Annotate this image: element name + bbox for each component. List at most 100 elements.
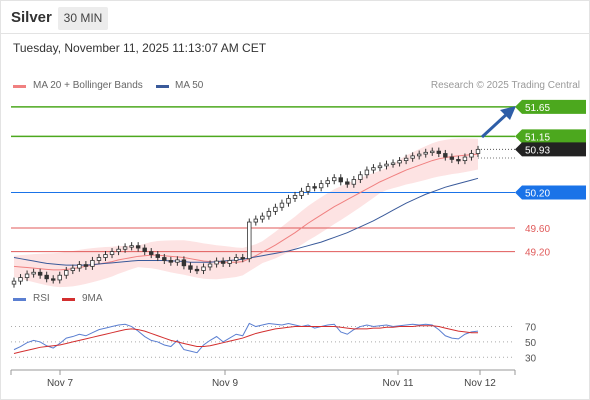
candle-body (410, 155, 415, 159)
ma20-legend-label: MA 20 + Bollinger Bands (33, 80, 143, 91)
candle-body (44, 274, 49, 280)
rsi-legend-swatch (13, 298, 26, 301)
candle-body (149, 251, 154, 255)
candle-body (57, 274, 62, 281)
x-tick-label: Nov 7 (47, 378, 74, 389)
candle-body (83, 264, 89, 267)
ma50-legend-label: MA 50 (175, 80, 204, 91)
candle-body (64, 270, 69, 276)
level-tag-50.20 (515, 185, 586, 200)
candle-body (18, 277, 23, 282)
candle-body (436, 150, 441, 154)
candle-body (475, 148, 481, 154)
candle-body (462, 156, 468, 161)
candle-body (260, 215, 265, 220)
candle-body (384, 163, 389, 167)
candle-body (469, 153, 474, 158)
candle-body (11, 280, 17, 285)
candle-body (397, 160, 402, 164)
x-tick-label: Nov 11 (383, 378, 414, 389)
candle-body (332, 177, 337, 182)
header-bar: Silver 30 MIN (0, 0, 590, 34)
candle-body (377, 165, 383, 169)
candle-body (292, 195, 298, 199)
candle-body (181, 259, 187, 267)
candle-body (162, 257, 167, 261)
candle-body (338, 177, 343, 183)
candle-body (273, 206, 278, 212)
candle-body (416, 153, 422, 157)
level-tag-text-50.20: 50.20 (525, 189, 550, 200)
level-tag-text-51.65: 51.65 (525, 103, 550, 114)
header-divider (1, 33, 589, 34)
candle-body (266, 211, 272, 217)
candle-body (247, 221, 252, 260)
ma50-legend-swatch (156, 85, 169, 88)
candles-group (11, 145, 481, 288)
level-tag-text-50.93: 50.93 (525, 145, 550, 156)
candle-body (364, 169, 370, 176)
candle-body (286, 198, 291, 204)
rsi-legend-label: RSI (33, 293, 50, 304)
rsi-ma-legend-swatch (62, 298, 75, 301)
candle-body (430, 150, 435, 154)
candle-body (279, 202, 285, 208)
candle-body (96, 257, 102, 261)
rsi-line (13, 322, 479, 354)
candle-body (201, 266, 206, 271)
candle-body (37, 271, 43, 276)
bollinger-band (14, 138, 478, 288)
research-credit: Research © 2025 Trading Central (430, 80, 580, 91)
candle-body (77, 264, 82, 269)
candle-body (423, 151, 428, 155)
candle-body (403, 157, 409, 161)
candle-body (325, 180, 330, 185)
candle-body (90, 260, 95, 267)
level-tag-50.93 (515, 142, 586, 157)
candle-body (240, 257, 245, 260)
candle-body (135, 245, 141, 249)
candle-body (207, 263, 213, 268)
level-label-49.60: 49.60 (525, 224, 550, 235)
candle-body (233, 257, 239, 261)
candle-body (31, 271, 36, 275)
candle-body (220, 260, 226, 264)
candle-body (358, 174, 363, 180)
candle-body (253, 218, 259, 223)
rsi-ma-legend-label: 9MA (82, 293, 103, 304)
level-label-49.20: 49.20 (525, 248, 550, 259)
projection-arrow-shaft (480, 111, 510, 139)
candle-body (51, 278, 56, 281)
x-tick-label: Nov 9 (212, 378, 239, 389)
symbol-title: Silver (11, 9, 52, 26)
candle-body (351, 179, 357, 185)
x-tick-label: Nov 12 (464, 378, 496, 389)
candle-body (168, 260, 174, 263)
candle-body (103, 254, 108, 258)
candle-body (24, 273, 30, 278)
candle-body (122, 246, 128, 250)
candle-body (299, 190, 304, 196)
rsi-tick-label: 70 (525, 323, 537, 334)
candle-body (318, 183, 324, 189)
candle-body (109, 251, 115, 255)
projection-arrow-head (500, 106, 516, 120)
level-tag-51.65 (515, 99, 586, 114)
candle-body (449, 156, 455, 160)
candle-body (305, 186, 311, 192)
rsi-tick-label: 50 (525, 338, 537, 349)
timestamp: Tuesday, November 11, 2025 11:13:07 AM C… (13, 41, 267, 55)
candle-body (194, 268, 200, 272)
candle-body (345, 181, 350, 185)
candle-body (155, 254, 160, 258)
candle-body (116, 248, 121, 252)
candle-body (371, 167, 376, 171)
timeframe-button[interactable]: 30 MIN (58, 7, 108, 30)
candle-body (214, 260, 219, 265)
ma20-legend-swatch (13, 85, 26, 88)
candle-body (142, 247, 147, 252)
candle-body (227, 260, 232, 264)
level-tag-51.15 (515, 129, 586, 144)
level-tag-text-51.15: 51.15 (525, 132, 550, 143)
